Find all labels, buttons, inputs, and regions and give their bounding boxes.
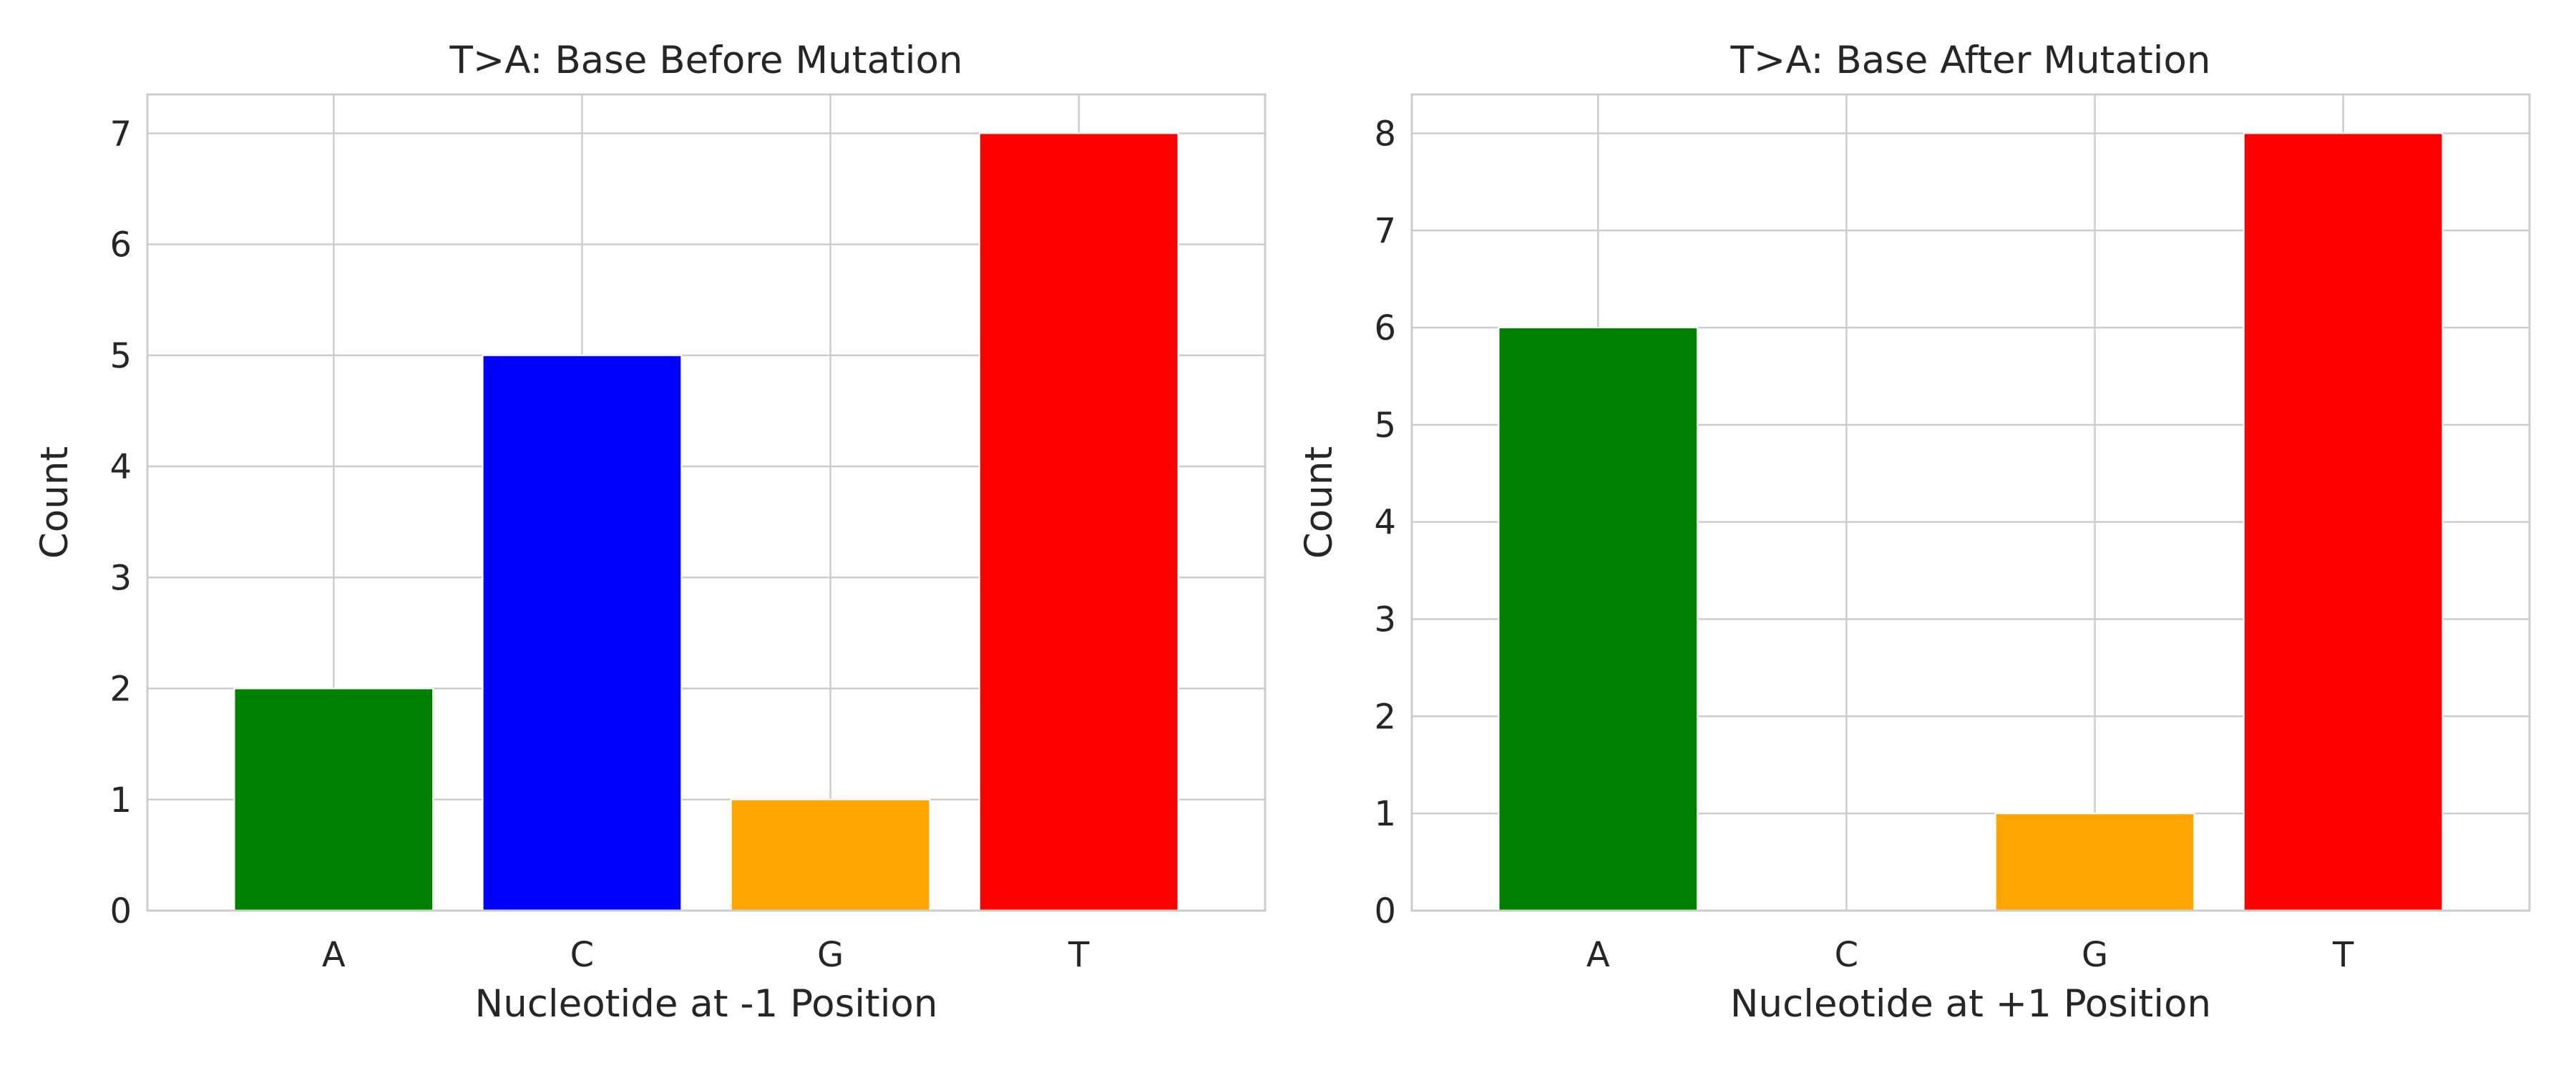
chart-title: T>A: Base Before Mutation: [449, 39, 963, 82]
bars: [233, 132, 1179, 912]
x-tick-label: G: [2082, 935, 2108, 975]
y-tick-label: 8: [1374, 114, 1396, 154]
y-tick-label: 3: [1374, 600, 1396, 640]
y-tick-label: 0: [1374, 891, 1396, 931]
y-tick-label: 2: [1374, 697, 1396, 737]
y-axis-label: Count: [1297, 446, 1341, 559]
bars: [1498, 132, 2444, 911]
y-tick-label: 2: [109, 670, 132, 710]
x-tick-label: A: [322, 935, 346, 975]
y-tick-label: 6: [109, 225, 132, 265]
bar-T: [2243, 132, 2444, 911]
y-tick-labels: 0 1 2 3 4 5 6 7 8: [1374, 114, 1396, 931]
y-tick-label: 1: [1374, 794, 1396, 834]
y-tick-label: 4: [1374, 503, 1396, 543]
y-tick-label: 0: [109, 891, 132, 931]
y-axis-label: Count: [33, 446, 77, 559]
y-tick-label: 3: [109, 558, 132, 598]
x-axis-label: Nucleotide at -1 Position: [475, 982, 938, 1026]
bar-C: [482, 354, 683, 911]
y-tick-labels: 0 1 2 3 4 5 6 7: [109, 114, 132, 931]
x-tick-label: T: [1068, 935, 1090, 975]
bar-A: [1498, 327, 1699, 911]
x-tick-label: A: [1586, 935, 1610, 975]
x-tick-label: G: [817, 935, 844, 975]
y-tick-label: 4: [109, 447, 132, 487]
bar-G: [730, 798, 931, 912]
x-tick-label: C: [1835, 935, 1859, 975]
bar-T: [978, 132, 1179, 911]
y-tick-label: 6: [1374, 308, 1396, 348]
x-tick-label: T: [2332, 935, 2354, 975]
y-tick-label: 7: [109, 114, 132, 154]
y-tick-label: 1: [109, 780, 132, 820]
chart-title: T>A: Base After Mutation: [1730, 39, 2211, 82]
x-tick-label: C: [570, 935, 595, 975]
bar-A: [233, 687, 434, 911]
x-axis-label: Nucleotide at +1 Position: [1730, 982, 2211, 1026]
y-tick-label: 5: [1374, 406, 1396, 446]
plot-area-border: [1410, 93, 2531, 912]
y-tick-label: 7: [1374, 211, 1396, 251]
y-tick-label: 5: [109, 336, 132, 376]
bar-G: [1994, 813, 2195, 911]
plot-area-border: [146, 93, 1267, 912]
